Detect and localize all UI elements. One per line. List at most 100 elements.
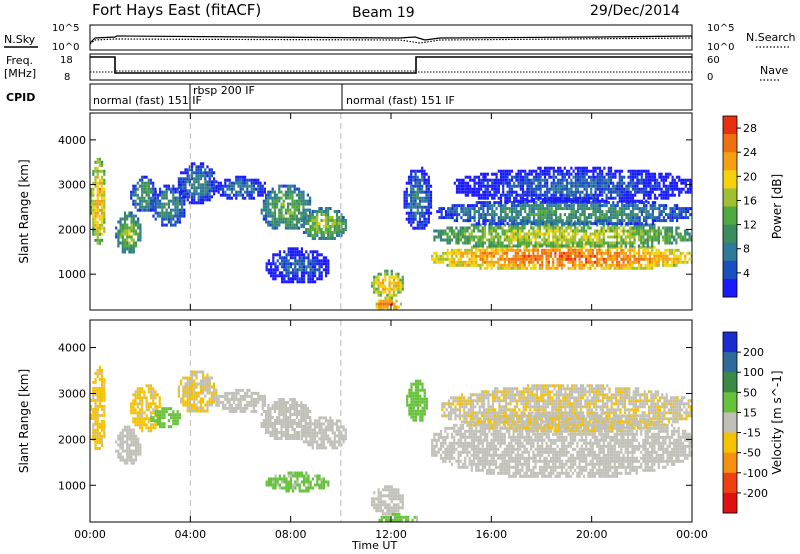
colorbar-tick-label: -15 [743,427,761,440]
colorbar-tick-label: 24 [743,146,757,159]
velocity-blob-11 [406,379,428,422]
power-blob-1 [115,211,142,254]
cpid-panel: CPID normal (fast) 151 IF rbsp 200 IF no… [6,83,693,111]
colorbar-tick-label: 200 [743,346,764,359]
date-label: 29/Dec/2014 [590,3,680,19]
y-axis-title: Slant Range [km] [17,159,31,263]
colorbar-swatch [723,392,737,413]
x-tick-label: 12:00 [375,528,407,541]
x-tick-label: 16:00 [475,528,507,541]
power-blob-7 [300,207,347,240]
colorbar-swatch [723,116,737,135]
power-blob-3 [150,184,186,227]
noise-sky-line [89,35,693,44]
colorbar-tick-label: 28 [743,122,757,135]
colorbar-swatch [723,372,737,393]
velocity-blob-1 [115,425,142,465]
colorbar-swatch [723,134,737,153]
colorbar-swatch [723,152,737,171]
colorbar-swatch [723,224,737,244]
velocity-blob-9 [370,485,404,516]
power-blob-15 [453,166,692,203]
freq-line [90,56,692,74]
power-blob-8 [265,247,330,284]
colorbar-tick-label: -200 [743,487,768,500]
colorbar-swatch [723,188,737,207]
x-axis-title: Time UT [351,539,397,552]
nave-label: Nave [760,64,788,77]
y-tick-label: 4000 [58,134,86,147]
colorbar-swatch [723,260,737,280]
colorbar-swatch [723,412,737,434]
colorbar-swatch [723,278,737,298]
colorbar-tick-label: 12 [743,219,757,232]
colorbar-swatch [723,242,737,262]
figure-title: Fort Hays East (fitACF) [92,1,261,19]
power-blob-4 [177,162,218,205]
noise-right-label: N.Search [746,31,796,44]
colorbar-tick-label: 20 [743,170,757,183]
power-blob-14 [436,198,692,226]
x-tick-label: 08:00 [275,528,307,541]
heatmap-panels: 1000 2000 3000 4000 Slant Range [km] 4 8 12 16 20… [17,112,784,541]
colorbar-swatch [723,492,737,514]
y-tick-label: 4000 [58,342,86,355]
colorbar-swatch [723,352,737,373]
x-tick-label: 00:00 [74,528,106,541]
colorbar-tick-label: -100 [743,467,768,480]
velocity-blob-8 [265,471,330,493]
noise-left-label: N.Sky [4,33,36,46]
colorbar-swatch [723,332,737,353]
power-cells [90,157,692,310]
x-tick-label: 20:00 [576,528,608,541]
colorbar-swatch [723,206,737,226]
cpid-segment-1: normal (fast) 151 IF [93,94,202,107]
y-tick-label: 2000 [58,223,86,236]
power-colorbar: 4 8 12 16 20 24 28 Power [dB] [722,115,784,298]
velocity-blob-0 [90,365,106,450]
heatmap-panel-power: 1000 2000 3000 4000 Slant Range [km] 4 8 12 16 20… [17,112,784,311]
colorbar-title: Power [dB] [770,174,784,239]
velocity-blob-5 [215,388,266,413]
freq-tick-bottom: 8 [64,72,70,83]
y-tick-label: 1000 [58,479,86,492]
power-blob-9 [370,269,404,297]
colorbar-tick-label: 8 [743,243,750,256]
y-tick-label: 3000 [58,387,86,400]
velocity-blob-13 [441,384,692,433]
power-blob-0 [90,157,106,245]
cpid-label: CPID [6,91,35,104]
y-tick-label: 2000 [58,433,86,446]
freq-label: Freq. [6,54,33,67]
power-blob-5 [215,175,266,200]
velocity-blob-4 [177,370,218,413]
freq-panel: Freq. [MHz] 18 8 60 0 Nave [4,53,788,83]
colorbar-title: Velocity [m s^-1] [770,370,784,474]
x-tick-label: 00:00 [676,528,708,541]
colorbar-tick-label: 16 [743,194,757,207]
freq-unit: [MHz] [4,67,36,80]
colorbar-tick-label: 4 [743,267,750,280]
velocity-blob-7 [300,416,347,450]
nave-line [90,70,692,73]
power-blob-6 [260,184,312,230]
y-tick-label: 1000 [58,268,86,281]
colorbar-swatch [723,170,737,189]
beam-label: Beam 19 [352,5,415,21]
nave-tick-top: 60 [707,55,720,66]
colorbar-swatch [723,452,737,474]
colorbar-swatch [723,432,737,454]
power-blob-10 [375,296,402,310]
noise-search-line [89,37,693,45]
colorbar-tick-label: 15 [743,406,757,419]
x-tick-label: 04:00 [174,528,206,541]
noise-right-tick-bottom: 10^0 [707,42,734,53]
cpid-segment-2: rbsp 200 IF [193,84,255,97]
colorbar-tick-label: 50 [743,386,757,399]
velocity-blob-2 [130,384,161,433]
noise-right-tick-top: 10^5 [707,23,734,34]
noise-left-tick-top: 10^5 [52,23,79,34]
power-blob-11 [403,166,433,230]
